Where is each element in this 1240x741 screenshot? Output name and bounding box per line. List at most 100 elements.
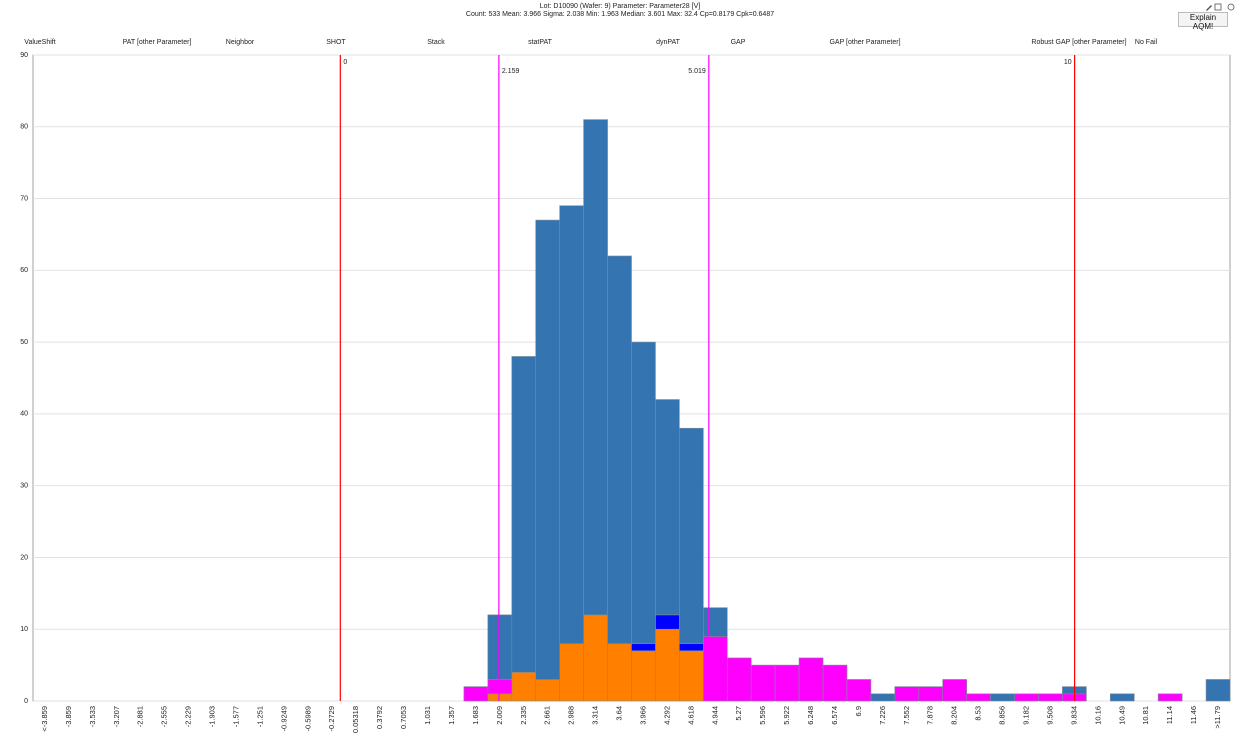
legend-entry: GAP [731, 39, 746, 46]
legend-entry: Stack [427, 39, 445, 46]
bar-segment [583, 614, 608, 702]
x-tick-label: -3.207 [112, 706, 121, 727]
x-tick-label: 3.966 [638, 706, 647, 725]
x-tick-label: 4.292 [662, 706, 671, 725]
x-tick-label: 7.226 [878, 706, 887, 725]
x-tick-label: 9.508 [1045, 706, 1054, 725]
x-tick-label: -2.881 [136, 706, 145, 727]
bar-segment [631, 643, 656, 652]
bar-segment [798, 657, 824, 702]
bar-segment [774, 664, 800, 702]
legend-entry: statPAT [528, 39, 553, 46]
x-tick-label: 5.27 [734, 706, 743, 721]
bar-segment [631, 341, 656, 644]
x-tick-label: 10.16 [1093, 706, 1102, 725]
bar-segment [463, 686, 489, 702]
view-icon[interactable] [1227, 3, 1235, 11]
limit-label: 10 [1064, 59, 1072, 66]
x-tick-label: 0.7053 [399, 706, 408, 729]
legend-entry: PAT [other Parameter] [123, 39, 192, 46]
bar-segment [655, 614, 680, 630]
x-tick-label: 4.618 [686, 706, 695, 725]
bar-segment [655, 628, 680, 702]
x-tick-label: 9.182 [1021, 706, 1030, 725]
pencil-icon[interactable] [1206, 5, 1212, 11]
x-tick-label: -3.533 [88, 706, 97, 727]
x-tick-label: 8.53 [974, 706, 983, 721]
y-tick-label: 0 [24, 698, 28, 705]
bar-segment [870, 693, 896, 702]
limit-label: 2.159 [502, 68, 520, 75]
limit-label: 0 [343, 59, 347, 66]
bar-segment [918, 686, 944, 702]
legend-entry: Neighbor [226, 39, 255, 46]
bar-segment [990, 693, 1015, 702]
bar-segment [511, 356, 537, 673]
x-tick-label: 11.14 [1165, 706, 1174, 724]
bar-segment [1110, 693, 1135, 702]
legend-entry: Robust GAP [other Parameter] [1031, 39, 1126, 46]
bar-segment [511, 671, 537, 702]
bar-segment [822, 664, 848, 702]
x-tick-label: 0.05318 [351, 706, 360, 733]
x-tick-label: -2.555 [160, 706, 169, 727]
toolbar-icons [1206, 3, 1235, 11]
y-tick-label: 50 [20, 339, 28, 346]
bar-segment [487, 679, 513, 695]
x-tick-label: 2.009 [495, 706, 504, 725]
bar-segment [966, 693, 991, 702]
bar-segment [487, 614, 513, 680]
x-tick-label: -0.5989 [303, 706, 312, 731]
x-tick-label: 7.552 [902, 706, 911, 725]
x-tick-label: 2.988 [567, 706, 576, 725]
x-tick-label: 6.248 [806, 706, 815, 725]
explain-button[interactable]: Explain AQM! [1178, 12, 1228, 31]
bar-segment [487, 693, 513, 702]
bar-segment [846, 679, 872, 702]
y-tick-label: 10 [20, 626, 28, 633]
legend-entry: No Fail [1135, 39, 1158, 46]
bar-segment [583, 119, 608, 616]
bar-segment [1157, 693, 1183, 702]
legend-entry: dynPAT [656, 39, 681, 46]
y-tick-label: 80 [20, 124, 28, 131]
x-tick-label: 1.031 [423, 706, 432, 725]
x-tick-label: 10.81 [1141, 706, 1150, 725]
x-tick-label: 1.683 [471, 706, 480, 725]
bar-segment [894, 686, 920, 702]
bar-segment [607, 643, 632, 702]
x-tick-label: -1.251 [255, 706, 264, 727]
x-tick-label: -1.903 [208, 706, 217, 727]
bar-segment [942, 679, 967, 702]
bar-segment [726, 657, 752, 702]
x-tick-label: 8.856 [998, 706, 1007, 725]
bar-segment [679, 427, 704, 644]
x-tick-label: <-3.859 [40, 706, 49, 732]
bar-segment [679, 650, 704, 702]
bar-segment [559, 205, 584, 644]
x-tick-label: -0.9249 [279, 706, 288, 731]
limit-label: 5.019 [688, 68, 706, 75]
chart-subtitle: Count: 533 Mean: 3.966 Sigma: 2.038 Min:… [466, 11, 774, 18]
y-tick-label: 90 [20, 52, 28, 59]
x-tick-label: 7.878 [926, 706, 935, 725]
x-tick-label: >11.79 [1213, 706, 1222, 729]
x-tick-label: -3.859 [64, 706, 73, 727]
y-tick-label: 20 [20, 554, 28, 561]
bar-segment [607, 255, 632, 644]
x-tick-label: 11.46 [1189, 706, 1198, 724]
bar-segment [535, 219, 560, 680]
x-tick-label: -0.2729 [327, 706, 336, 731]
legend-entry: ValueShift [24, 39, 55, 46]
x-tick-label: 6.574 [830, 706, 839, 725]
copy-icon[interactable] [1214, 3, 1222, 11]
bar-segment [535, 679, 560, 702]
bar-segment [1205, 679, 1231, 702]
y-tick-label: 40 [20, 411, 28, 418]
x-tick-label: 4.944 [710, 706, 719, 725]
bar-segment [559, 643, 584, 702]
y-tick-label: 70 [20, 195, 28, 202]
x-tick-label: 9.834 [1069, 706, 1078, 725]
